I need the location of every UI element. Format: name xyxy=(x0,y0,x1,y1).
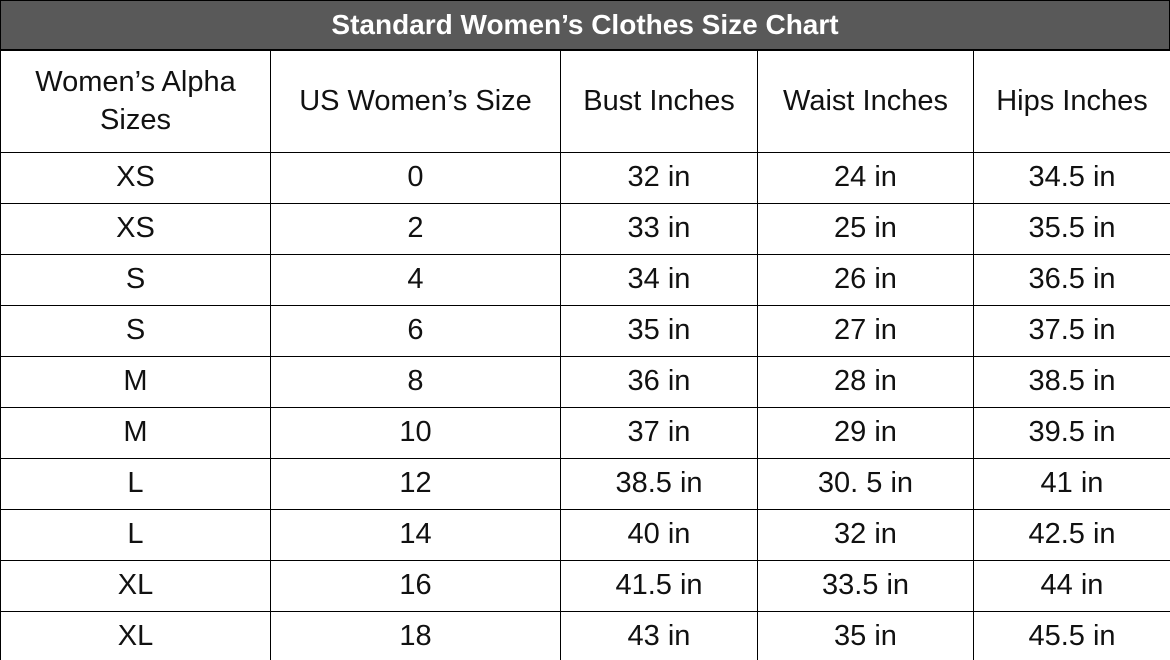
table-cell: S xyxy=(0,305,271,357)
table-cell: XL xyxy=(0,611,271,660)
table-cell: 33.5 in xyxy=(757,560,974,612)
table-cell: 39.5 in xyxy=(973,407,1170,459)
table-cell: 32 in xyxy=(560,152,758,204)
table-cell: 30. 5 in xyxy=(757,458,974,510)
table-cell: 36.5 in xyxy=(973,254,1170,306)
table-cell: 41.5 in xyxy=(560,560,758,612)
table-cell: 34 in xyxy=(560,254,758,306)
column-header: Waist Inches xyxy=(757,50,974,153)
table-cell: 26 in xyxy=(757,254,974,306)
table-cell: 4 xyxy=(270,254,561,306)
table-cell: 38.5 in xyxy=(973,356,1170,408)
table-cell: 6 xyxy=(270,305,561,357)
table-cell: 18 xyxy=(270,611,561,660)
table-cell: 38.5 in xyxy=(560,458,758,510)
table-cell: 2 xyxy=(270,203,561,255)
table-title: Standard Women’s Clothes Size Chart xyxy=(0,0,1170,50)
table-cell: 25 in xyxy=(757,203,974,255)
table-body: XS 0 32 in 24 in 34.5 in XS 2 33 in 25 in 35.5 in… xyxy=(0,152,1170,660)
table-row: XL 16 41.5 in 33.5 in 44 in xyxy=(0,560,1170,612)
table-cell: 37 in xyxy=(560,407,758,459)
table-cell: 40 in xyxy=(560,509,758,561)
table-cell: L xyxy=(0,509,271,561)
table-cell: 43 in xyxy=(560,611,758,660)
table-row: L 14 40 in 32 in 42.5 in xyxy=(0,509,1170,561)
table-row: S 6 35 in 27 in 37.5 in xyxy=(0,305,1170,357)
table-cell: 28 in xyxy=(757,356,974,408)
table-row: M 8 36 in 28 in 38.5 in xyxy=(0,356,1170,408)
table-row: S 4 34 in 26 in 36.5 in xyxy=(0,254,1170,306)
table-cell: 35.5 in xyxy=(973,203,1170,255)
table-cell: 45.5 in xyxy=(973,611,1170,660)
table-cell: 12 xyxy=(270,458,561,510)
table-row: XS 2 33 in 25 in 35.5 in xyxy=(0,203,1170,255)
table-cell: 37.5 in xyxy=(973,305,1170,357)
table-cell: XS xyxy=(0,203,271,255)
table-cell: M xyxy=(0,407,271,459)
table-row: L 12 38.5 in 30. 5 in 41 in xyxy=(0,458,1170,510)
table-cell: 42.5 in xyxy=(973,509,1170,561)
table-row: M 10 37 in 29 in 39.5 in xyxy=(0,407,1170,459)
table-cell: L xyxy=(0,458,271,510)
table-cell: 8 xyxy=(270,356,561,408)
table-cell: 10 xyxy=(270,407,561,459)
table-cell: XL xyxy=(0,560,271,612)
table-cell: 36 in xyxy=(560,356,758,408)
table-cell: S xyxy=(0,254,271,306)
table-cell: 44 in xyxy=(973,560,1170,612)
table-cell: 35 in xyxy=(757,611,974,660)
table-cell: 41 in xyxy=(973,458,1170,510)
column-header: US Women’s Size xyxy=(270,50,561,153)
table-cell: 0 xyxy=(270,152,561,204)
table-row: XL 18 43 in 35 in 45.5 in xyxy=(0,611,1170,660)
table-cell: 16 xyxy=(270,560,561,612)
table-cell: 27 in xyxy=(757,305,974,357)
table-cell: 33 in xyxy=(560,203,758,255)
table-cell: XS xyxy=(0,152,271,204)
table-cell: 34.5 in xyxy=(973,152,1170,204)
column-header: Women’s Alpha Sizes xyxy=(0,50,271,153)
table-cell: 35 in xyxy=(560,305,758,357)
table-cell: 32 in xyxy=(757,509,974,561)
table-cell: 29 in xyxy=(757,407,974,459)
table-cell: 14 xyxy=(270,509,561,561)
header-row: Women’s Alpha Sizes US Women’s Size Bust I… xyxy=(0,50,1170,153)
column-header: Bust Inches xyxy=(560,50,758,153)
column-header: Hips Inches xyxy=(973,50,1170,153)
table-cell: 24 in xyxy=(757,152,974,204)
table-cell: M xyxy=(0,356,271,408)
size-table: Women’s Alpha Sizes US Women’s Size Bust I… xyxy=(0,50,1170,660)
table-row: XS 0 32 in 24 in 34.5 in xyxy=(0,152,1170,204)
